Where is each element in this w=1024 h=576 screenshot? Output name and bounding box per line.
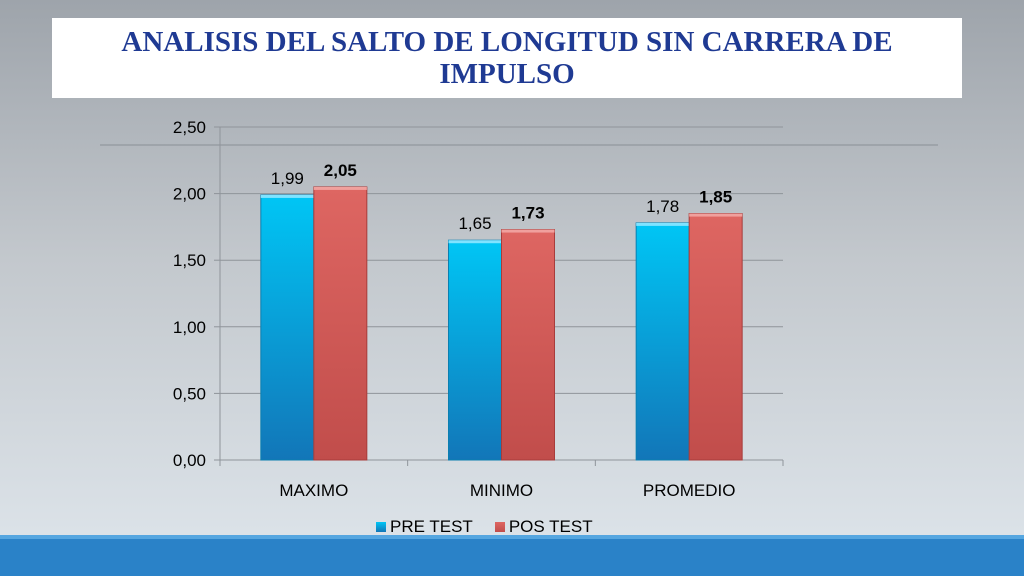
legend-swatch-pre-test: [376, 522, 386, 532]
data-label: 1,99: [271, 169, 304, 188]
bar-top-highlight: [689, 213, 743, 217]
y-tick-label: 0,00: [173, 451, 206, 470]
y-tick-label: 2,50: [173, 118, 206, 137]
chart-title: ANALISIS DEL SALTO DE LONGITUD SIN CARRE…: [121, 26, 893, 90]
legend-label-pre-test: PRE TEST: [390, 517, 473, 536]
y-tick-label: 2,00: [173, 185, 206, 204]
legend: PRE TEST POS TEST: [376, 516, 593, 538]
bar-pre-test: [448, 239, 502, 461]
bar-top-highlight: [448, 240, 502, 244]
bar-pos-test: [313, 186, 368, 461]
bar-top-highlight: [501, 229, 555, 233]
data-label: 1,73: [511, 204, 544, 223]
bar-pos-test: [501, 229, 555, 461]
legend-item-pos-test: POS TEST: [494, 517, 593, 537]
data-label: 1,85: [699, 188, 732, 207]
bar-pre-test: [260, 194, 315, 461]
legend-item-pre-test: PRE TEST: [376, 517, 473, 537]
y-tick-label: 1,50: [173, 251, 206, 270]
legend-swatch-pos-test: [494, 522, 505, 532]
y-tick-label: 1,00: [173, 318, 206, 337]
bar-top-highlight: [313, 186, 367, 190]
legend-label-pos-test: POS TEST: [508, 517, 593, 536]
x-tick-label: PROMEDIO: [643, 481, 736, 500]
bottom-bar: [0, 535, 1024, 576]
bar-pre-test: [635, 222, 690, 461]
y-tick-label: 0,50: [173, 384, 206, 403]
x-tick-label: MINIMO: [470, 481, 533, 500]
data-label: 1,78: [646, 197, 679, 216]
bar-top-highlight: [260, 194, 314, 198]
data-label: 2,05: [324, 161, 357, 180]
bar-top-highlight: [636, 222, 690, 226]
x-tick-label: MAXIMO: [279, 481, 348, 500]
bar-pos-test: [688, 213, 743, 461]
data-label: 1,65: [458, 214, 491, 233]
title-box: ANALISIS DEL SALTO DE LONGITUD SIN CARRE…: [52, 18, 962, 98]
